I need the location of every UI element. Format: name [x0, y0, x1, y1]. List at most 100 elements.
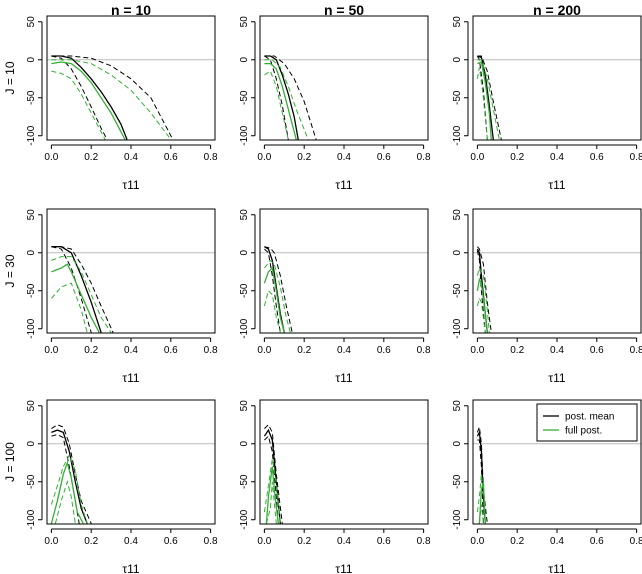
series-full-post-lower	[264, 70, 289, 140]
series-full-post	[476, 277, 488, 333]
series-full-post	[265, 466, 279, 524]
x-tick-label: 0.8	[630, 345, 642, 356]
x-tick-label: 0.0	[257, 345, 271, 356]
x-tick-label: 0.2	[510, 152, 524, 163]
panel-r1-c1: 0.0 0.2 0.4 0.6 0.8 τ11 50 0 -50 -100	[239, 208, 431, 385]
y-tick-label: 50	[452, 209, 463, 221]
series-full-post-upper	[476, 266, 490, 333]
x-tick-label: 0.4	[550, 536, 564, 547]
panel-r1-c0: 0.0 0.2 0.4 0.6 0.8 τ11 50 0 -50 -100	[26, 208, 218, 385]
y-tick-label: -50	[26, 283, 37, 298]
x-tick-label: 0.0	[470, 536, 484, 547]
x-tick-label: 0.6	[377, 536, 391, 547]
x-tick-label: 0.4	[337, 152, 351, 163]
legend-label: post. mean	[565, 412, 614, 423]
x-tick-label: 0.8	[417, 536, 431, 547]
series-post-mean-upper	[264, 246, 293, 333]
series-full-post-lower	[478, 504, 484, 524]
x-tick-label: 0.8	[204, 345, 218, 356]
series-post-mean-upper	[264, 55, 317, 140]
y-tick-label: 50	[239, 16, 250, 28]
panel-r2-c0: 0.0 0.2 0.4 0.6 0.8 τ11 50 0 -50 -100	[26, 399, 218, 574]
y-tick-label: 0	[239, 57, 250, 63]
y-tick-label: 0	[452, 441, 463, 447]
series-post-mean-lower	[264, 435, 279, 524]
y-tick-label: -100	[239, 125, 250, 145]
series-post-mean-upper	[51, 424, 92, 524]
series-post-mean-upper	[51, 246, 114, 333]
series-post-mean	[477, 55, 494, 140]
x-tick-label: 0.6	[590, 345, 604, 356]
series-full-post-lower	[54, 480, 76, 524]
panel-frame	[472, 15, 642, 141]
series-post-mean-lower	[51, 246, 92, 333]
y-tick-label: 50	[452, 400, 463, 412]
x-tick-label: 0.0	[44, 536, 58, 547]
panel-frame	[259, 15, 429, 141]
y-tick-label: -100	[452, 509, 463, 529]
x-axis-label: τ11	[548, 562, 566, 574]
series-post-mean-upper	[477, 55, 502, 140]
series-post-mean	[264, 55, 299, 140]
x-tick-label: 0.0	[257, 536, 271, 547]
x-axis-label: τ11	[548, 178, 566, 192]
y-tick-label: -50	[239, 283, 250, 298]
x-tick-label: 0.6	[164, 536, 178, 547]
series-post-mean-upper	[476, 426, 488, 524]
x-tick-label: 0.2	[297, 152, 311, 163]
y-tick-label: 0	[26, 250, 37, 256]
x-tick-label: 0.0	[44, 152, 58, 163]
y-tick-label: -100	[26, 509, 37, 529]
panel-frame	[259, 208, 429, 334]
y-tick-label: -50	[26, 474, 37, 489]
x-tick-label: 0.0	[470, 152, 484, 163]
x-tick-label: 0.2	[297, 345, 311, 356]
x-tick-label: 0.6	[164, 152, 178, 163]
y-tick-label: 0	[452, 250, 463, 256]
y-tick-label: 0	[26, 441, 37, 447]
y-tick-label: -50	[452, 283, 463, 298]
y-tick-label: -100	[26, 318, 37, 338]
x-tick-label: 0.2	[510, 536, 524, 547]
y-tick-label: 50	[452, 16, 463, 28]
panel-r2-c2: 0.0 0.2 0.4 0.6 0.8 τ11 50 0 -50 -100 post. mean fu…	[452, 399, 642, 574]
x-tick-label: 0.6	[590, 536, 604, 547]
series-post-mean	[264, 246, 285, 333]
panel-frame	[472, 208, 642, 334]
x-tick-label: 0.8	[630, 152, 642, 163]
x-tick-label: 0.8	[204, 536, 218, 547]
series-full-post-lower	[476, 67, 488, 140]
x-tick-label: 0.4	[550, 152, 564, 163]
x-axis-label: τ11	[122, 178, 140, 192]
x-tick-label: 0.2	[84, 152, 98, 163]
panel-r0-c2: 0.0 0.2 0.4 0.6 0.8 τ11 50 0 -50 -100	[452, 15, 642, 192]
x-axis-label: τ11	[122, 562, 140, 574]
panel-r0-c1: 0.0 0.2 0.4 0.6 0.8 τ11 50 0 -50 -100	[239, 15, 431, 192]
series-post-mean-lower	[51, 55, 108, 140]
x-tick-label: 0.8	[417, 345, 431, 356]
x-axis-label: τ11	[548, 371, 566, 385]
x-tick-label: 0.0	[470, 345, 484, 356]
y-tick-label: 50	[239, 400, 250, 412]
x-axis-label: τ11	[122, 371, 140, 385]
series-full-post-upper	[263, 458, 281, 524]
series-full-post-lower	[263, 289, 281, 333]
panel-frame	[46, 399, 216, 525]
y-tick-label: 0	[239, 250, 250, 256]
y-tick-label: -100	[452, 318, 463, 338]
y-tick-label: 50	[239, 209, 250, 221]
x-tick-label: 0.2	[510, 345, 524, 356]
x-tick-label: 0.2	[84, 536, 98, 547]
x-tick-label: 0.6	[590, 152, 604, 163]
series-full-post	[477, 61, 492, 140]
series-full-post-lower	[51, 70, 106, 140]
series-full-post-lower	[51, 282, 88, 333]
y-tick-label: -50	[239, 474, 250, 489]
x-tick-label: 0.4	[550, 345, 564, 356]
series-full-post	[51, 61, 126, 140]
y-tick-label: 0	[452, 57, 463, 63]
series-full-post	[51, 263, 100, 333]
legend-box	[536, 403, 638, 442]
series-full-post	[264, 62, 297, 140]
